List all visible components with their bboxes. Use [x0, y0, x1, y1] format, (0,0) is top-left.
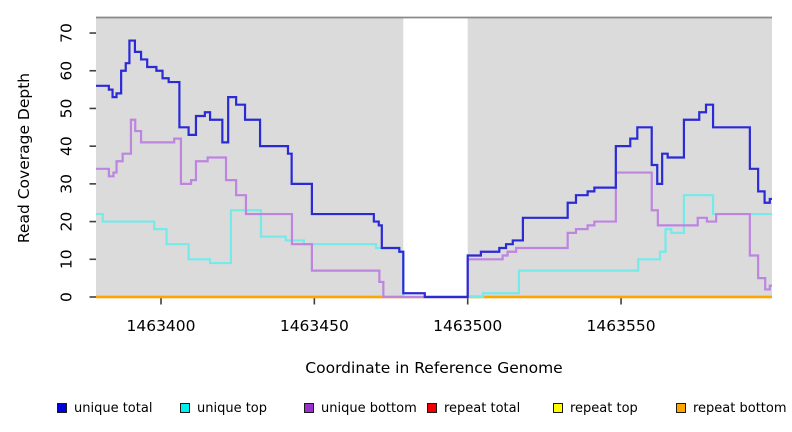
legend-label-unique-top: unique top: [197, 400, 268, 416]
legend: unique total unique top unique bottom repea…: [0, 398, 792, 422]
x-tick-label: 1463450: [280, 317, 349, 335]
y-tick-label: 30: [58, 174, 76, 194]
y-tick-label: 10: [58, 249, 76, 269]
x-axis-title: Coordinate in Reference Genome: [305, 359, 563, 377]
y-axis-ticks: 0 10 20 30 40 50 60 70: [58, 23, 96, 302]
legend-swatch-unique-bottom: [304, 403, 314, 413]
y-tick-label: 50: [58, 99, 76, 119]
series-unique-total-line: [95, 39, 772, 299]
legend-swatch-repeat-bottom: [676, 403, 686, 413]
legend-item-unique-top: unique top: [180, 398, 267, 418]
x-tick-label: 1463550: [587, 317, 656, 335]
x-axis-ticks: 1463400 1463450 1463500 1463550: [126, 298, 656, 335]
legend-label-unique-total: unique total: [74, 400, 153, 416]
legend-label-unique-bottom: unique bottom: [321, 400, 417, 416]
y-axis-title: Read Coverage Depth: [15, 72, 33, 244]
legend-item-repeat-top: repeat top: [553, 398, 638, 418]
legend-label-repeat-bottom: repeat bottom: [693, 400, 787, 416]
legend-item-unique-total: unique total: [57, 398, 152, 418]
x-tick-label: 1463500: [433, 317, 502, 335]
legend-label-repeat-total: repeat total: [444, 400, 521, 416]
legend-item-repeat-total: repeat total: [427, 398, 520, 418]
y-tick-label: 40: [58, 136, 76, 156]
legend-swatch-repeat-total: [427, 403, 437, 413]
legend-label-repeat-top: repeat top: [570, 400, 638, 416]
legend-swatch-repeat-top: [553, 403, 563, 413]
legend-item-repeat-bottom: repeat bottom: [676, 398, 787, 418]
y-tick-label: 70: [58, 23, 76, 43]
legend-swatch-unique-total: [57, 403, 67, 413]
y-tick-label: 0: [58, 292, 76, 302]
legend-item-unique-bottom: unique bottom: [304, 398, 417, 418]
y-tick-label: 60: [58, 61, 76, 81]
x-tick-label: 1463400: [126, 317, 195, 335]
series-unique-bottom-line: [95, 118, 772, 299]
y-tick-label: 20: [58, 212, 76, 232]
legend-swatch-unique-top: [180, 403, 190, 413]
gap-band: [403, 18, 468, 298]
